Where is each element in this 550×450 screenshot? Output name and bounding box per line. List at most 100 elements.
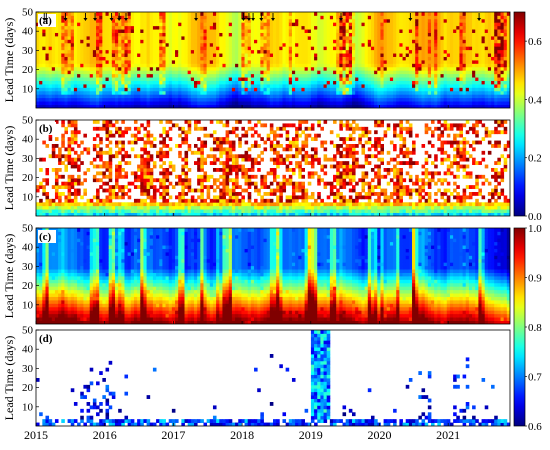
heatmap-cell bbox=[102, 174, 106, 179]
heatmap-cell bbox=[197, 209, 201, 213]
heatmap-cell bbox=[336, 29, 340, 33]
heatmap-cell bbox=[127, 63, 132, 68]
heatmap-cell bbox=[374, 56, 378, 61]
heatmap-cell bbox=[408, 73, 413, 78]
heatmap-cell bbox=[295, 63, 299, 68]
heatmap-cell bbox=[77, 39, 81, 44]
heatmap-cell bbox=[121, 29, 125, 33]
heatmap-cell bbox=[355, 15, 359, 20]
heatmap-cell bbox=[194, 209, 198, 213]
heatmap-cell bbox=[472, 42, 476, 47]
heatmap-cell bbox=[111, 94, 116, 99]
heatmap-cell bbox=[282, 90, 287, 95]
heatmap-cell bbox=[434, 32, 438, 37]
heatmap-cell bbox=[339, 46, 343, 51]
heatmap-cell bbox=[86, 84, 91, 88]
heatmap-cell bbox=[412, 49, 416, 54]
heatmap-cell bbox=[500, 104, 505, 108]
heatmap-cell bbox=[105, 130, 110, 135]
heatmap-cell bbox=[105, 181, 110, 186]
heatmap-cell bbox=[162, 29, 166, 33]
heatmap-cell bbox=[250, 94, 255, 99]
heatmap-cell bbox=[159, 53, 163, 57]
heatmap-cell bbox=[500, 60, 505, 64]
heatmap-cell bbox=[506, 29, 510, 33]
heatmap-cell bbox=[70, 22, 75, 27]
heatmap-cell bbox=[159, 56, 163, 61]
heatmap-cell bbox=[263, 73, 268, 78]
heatmap-cell bbox=[339, 56, 343, 61]
heatmap-cell bbox=[250, 42, 255, 47]
heatmap-cell bbox=[39, 198, 43, 203]
heatmap-cell bbox=[200, 80, 204, 85]
heatmap-cell bbox=[61, 63, 65, 68]
heatmap-cell bbox=[143, 181, 147, 186]
heatmap-cell bbox=[431, 15, 435, 20]
heatmap-cell bbox=[67, 123, 72, 128]
heatmap-cell bbox=[118, 171, 122, 176]
heatmap-cell bbox=[298, 90, 302, 95]
heatmap-cell bbox=[276, 15, 280, 20]
heatmap-cell bbox=[159, 70, 163, 75]
heatmap-cell bbox=[133, 120, 138, 124]
heatmap-cell bbox=[333, 29, 337, 33]
heatmap-cell bbox=[484, 56, 489, 61]
heatmap-cell bbox=[288, 53, 293, 57]
heatmap-cell bbox=[431, 101, 435, 105]
heatmap-cell bbox=[105, 101, 110, 105]
heatmap-cell bbox=[187, 144, 192, 148]
heatmap-cell bbox=[462, 97, 467, 102]
heatmap-cell bbox=[178, 77, 182, 81]
heatmap-cell bbox=[418, 53, 422, 57]
heatmap-cell bbox=[279, 84, 283, 88]
heatmap-cell bbox=[418, 101, 422, 105]
heatmap-cell bbox=[83, 63, 87, 68]
heatmap-cell bbox=[42, 63, 46, 68]
heatmap-cell bbox=[54, 94, 59, 99]
heatmap-cell bbox=[235, 94, 239, 99]
heatmap-cell bbox=[484, 66, 489, 71]
heatmap-cell bbox=[310, 46, 315, 51]
heatmap-cell bbox=[216, 22, 220, 27]
heatmap-cell bbox=[89, 80, 94, 85]
heatmap-cell bbox=[77, 154, 81, 159]
heatmap-cell bbox=[336, 94, 340, 99]
heatmap-cell bbox=[424, 39, 429, 44]
heatmap-cell bbox=[184, 130, 189, 135]
heatmap-cell bbox=[73, 212, 78, 216]
heatmap-cell bbox=[197, 80, 201, 85]
heatmap-cell bbox=[45, 66, 50, 71]
heatmap-cell bbox=[206, 15, 211, 20]
heatmap-cell bbox=[431, 36, 435, 40]
heatmap-cell bbox=[288, 18, 293, 23]
heatmap-cell bbox=[124, 171, 129, 176]
heatmap-cell bbox=[228, 70, 233, 75]
heatmap-cell bbox=[254, 22, 258, 27]
heatmap-cell bbox=[402, 12, 407, 16]
heatmap-cell bbox=[405, 84, 410, 88]
heatmap-cell bbox=[374, 39, 378, 44]
heatmap-cell bbox=[427, 104, 432, 108]
heatmap-cell bbox=[421, 84, 426, 88]
heatmap-cell bbox=[402, 53, 407, 57]
heatmap-cell bbox=[115, 73, 119, 78]
heatmap-cell bbox=[323, 29, 328, 33]
heatmap-cell bbox=[298, 97, 302, 102]
heatmap-cell bbox=[500, 22, 505, 27]
heatmap-cell bbox=[89, 63, 94, 68]
heatmap-cell bbox=[121, 18, 125, 23]
heatmap-cell bbox=[424, 42, 429, 47]
heatmap-cell bbox=[64, 130, 68, 135]
heatmap-cell bbox=[225, 90, 230, 95]
heatmap-cell bbox=[105, 205, 110, 210]
heatmap-cell bbox=[168, 12, 173, 16]
heatmap-cell bbox=[291, 32, 296, 37]
heatmap-cell bbox=[431, 87, 435, 92]
heatmap-cell bbox=[89, 73, 94, 78]
heatmap-cell bbox=[279, 15, 283, 20]
heatmap-cell bbox=[156, 97, 160, 102]
heatmap-cell bbox=[108, 66, 113, 71]
heatmap-cell bbox=[73, 150, 78, 155]
heatmap-cell bbox=[67, 73, 72, 78]
heatmap-cell bbox=[225, 56, 230, 61]
